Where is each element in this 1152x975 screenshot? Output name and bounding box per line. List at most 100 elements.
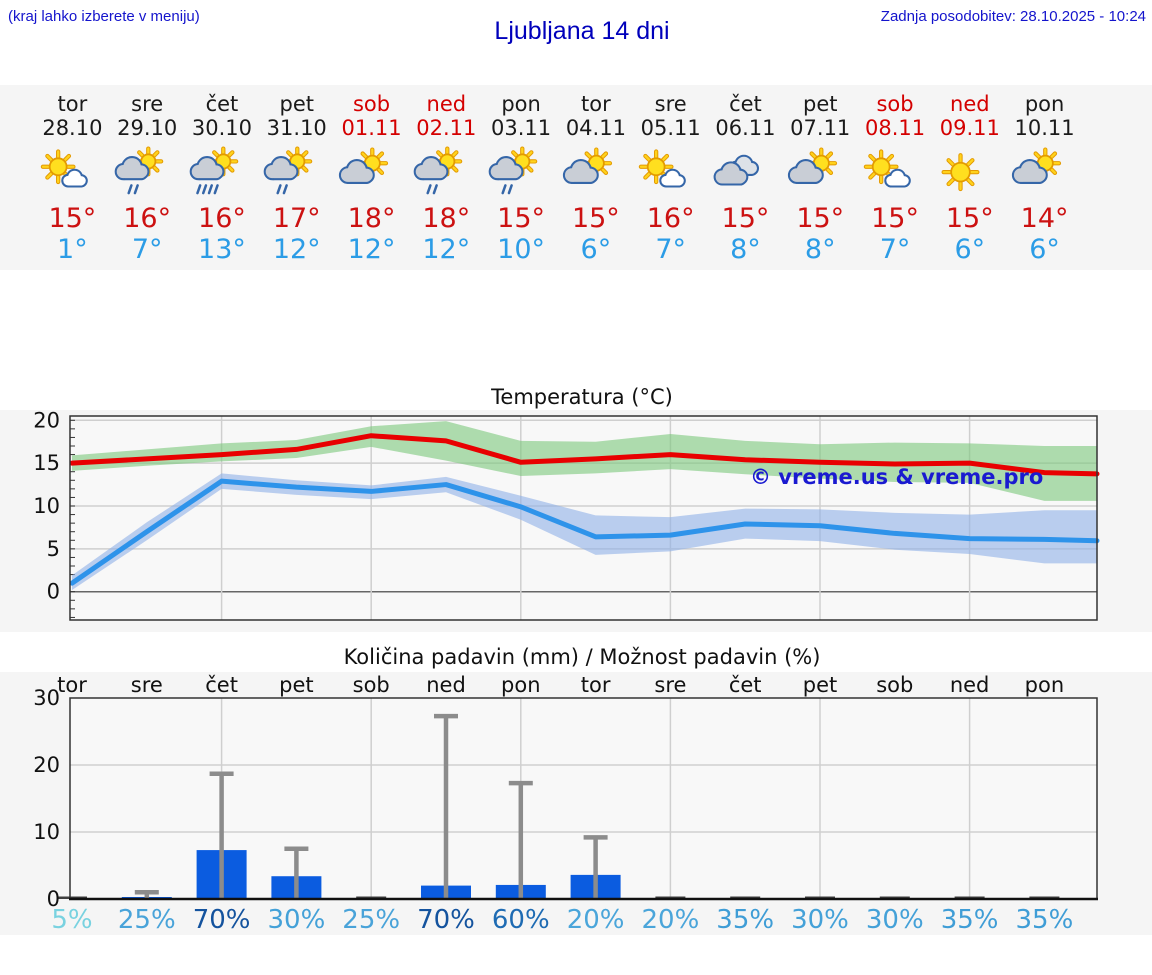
precip-y-tick: 0	[47, 887, 60, 911]
cloud-sun-icon	[787, 147, 837, 184]
cloud-sun-icon	[339, 147, 389, 184]
day-name: sre	[654, 92, 687, 116]
day-min-temp: 7°	[655, 234, 687, 265]
cloud-sun-rain-icon	[114, 146, 164, 195]
precip-probability-label: 25%	[118, 905, 176, 935]
precip-day-label: sre	[131, 673, 163, 697]
precip-probability-label: 5%	[51, 905, 92, 935]
day-date: 31.10	[266, 116, 327, 140]
cloud-sun-rain-icon	[413, 146, 463, 195]
spacer	[0, 270, 1152, 385]
day-date: 09.11	[939, 116, 1000, 140]
precip-day-label: tor	[581, 673, 611, 697]
day-max-temp: 16°	[198, 203, 246, 234]
day-max-temp: 15°	[571, 203, 620, 234]
precip-day-label: sob	[876, 673, 913, 697]
day-name: sob	[352, 92, 391, 116]
day-date: 02.11	[416, 116, 477, 140]
forecast-day-03.11[interactable]: pon 03.11 15° 10°	[484, 92, 559, 265]
day-name: čet	[729, 92, 762, 116]
day-icon-wrap	[783, 145, 858, 201]
day-max-temp: 15°	[48, 203, 97, 234]
day-name: tor	[57, 92, 88, 116]
day-max-temp: 15°	[497, 203, 546, 234]
day-min-temp: 7°	[131, 234, 163, 265]
day-icon-wrap	[259, 145, 334, 201]
cloud-sun-icon	[563, 147, 613, 184]
forecast-strip: tor 28.10 15° 1° sre 29.10 16° 7° čet 30.10 16° 13°…	[0, 85, 1152, 270]
day-icon-wrap	[1007, 145, 1082, 201]
day-min-temp: 12°	[422, 234, 471, 265]
day-min-temp: 10°	[497, 234, 546, 265]
precip-probability-label: 70%	[417, 905, 475, 935]
cloud-sun-rain-icon	[264, 146, 313, 195]
location-menu-note: (kraj lahko izberete v meniju)	[8, 8, 200, 25]
day-icon-wrap	[708, 145, 783, 201]
precip-probability-label: 60%	[492, 905, 550, 935]
precip-y-tick: 10	[33, 820, 60, 844]
day-icon-wrap	[858, 145, 933, 201]
forecast-day-06.11[interactable]: čet 06.11 15° 8°	[708, 92, 783, 265]
temp-y-tick: 10	[33, 494, 60, 518]
forecast-day-10.11[interactable]: pon 10.11 14° 6°	[1007, 92, 1082, 265]
precip-day-label: sob	[353, 673, 390, 697]
day-name: ned	[426, 92, 467, 116]
precip-probability-label: 30%	[268, 905, 326, 935]
precip-day-label: pet	[279, 673, 313, 697]
forecast-day-02.11[interactable]: ned 02.11 18° 12°	[409, 92, 484, 265]
forecast-day-09.11[interactable]: ned 09.11 15° 6°	[932, 92, 1007, 265]
day-max-temp: 18°	[422, 203, 471, 234]
day-date: 08.11	[864, 116, 926, 140]
day-date: 06.11	[715, 116, 776, 140]
day-name: pon	[501, 92, 541, 116]
day-icon-wrap	[35, 145, 110, 201]
day-name: pet	[279, 92, 314, 116]
precip-y-tick: 30	[33, 686, 60, 710]
forecast-day-01.11[interactable]: sob 01.11 18° 12°	[334, 92, 409, 265]
temp-y-tick: 20	[33, 410, 60, 432]
day-icon-wrap	[633, 145, 708, 201]
day-date: 03.11	[491, 116, 552, 140]
day-name: pon	[1024, 92, 1065, 116]
forecast-day-07.11[interactable]: pet 07.11 15° 8°	[783, 92, 858, 265]
day-max-temp: 16°	[123, 203, 172, 234]
precip-day-label: ned	[950, 673, 990, 697]
day-min-temp: 12°	[347, 234, 396, 265]
day-icon-wrap	[110, 145, 185, 201]
forecast-day-05.11[interactable]: sre 05.11 16° 7°	[633, 92, 708, 265]
sun-cloud-icon	[863, 149, 911, 188]
day-max-temp: 15°	[721, 203, 770, 234]
forecast-strip-grid: tor 28.10 15° 1° sre 29.10 16° 7° čet 30.10 16° 13°…	[35, 92, 1082, 265]
precip-day-label: pet	[803, 673, 837, 697]
sun-cloud-icon	[639, 149, 687, 188]
day-name: čet	[205, 92, 239, 116]
precip-probability-label: 20%	[567, 905, 625, 935]
precip-probability-label: 20%	[642, 905, 700, 935]
day-icon-wrap	[932, 145, 1007, 201]
day-icon-wrap	[558, 145, 633, 201]
cloud-sun-rain-icon	[488, 146, 537, 195]
forecast-day-08.11[interactable]: sob 08.11 15° 7°	[858, 92, 933, 265]
forecast-day-29.10[interactable]: sre 29.10 16° 7°	[110, 92, 185, 265]
watermark: © vreme.us & vreme.pro	[750, 465, 1043, 489]
temperature-chart-title: Temperatura (°C)	[491, 385, 673, 409]
day-icon-wrap	[484, 145, 559, 201]
day-max-temp: 14°	[1020, 203, 1069, 234]
forecast-day-31.10[interactable]: pet 31.10 17° 12°	[259, 92, 334, 265]
forecast-day-04.11[interactable]: tor 04.11 15° 6°	[558, 92, 633, 265]
day-max-temp: 18°	[347, 203, 396, 234]
day-date: 07.11	[790, 116, 851, 140]
precip-day-label: čet	[729, 673, 762, 697]
day-name: sob	[876, 92, 914, 116]
precip-day-label: pon	[1025, 673, 1065, 697]
clouds-icon	[713, 154, 760, 186]
day-date: 10.11	[1014, 116, 1075, 140]
day-name: sre	[131, 92, 164, 116]
day-max-temp: 17°	[272, 203, 321, 234]
last-updated: Zadnja posodobitev: 28.10.2025 - 10:24	[880, 8, 1146, 25]
spacer	[0, 632, 1152, 645]
day-min-temp: 8°	[804, 234, 836, 265]
forecast-day-28.10[interactable]: tor 28.10 15° 1°	[35, 92, 110, 265]
precipitation-chart-title: Količina padavin (mm) / Možnost padavin …	[343, 645, 821, 669]
forecast-day-30.10[interactable]: čet 30.10 16° 13°	[185, 92, 260, 265]
